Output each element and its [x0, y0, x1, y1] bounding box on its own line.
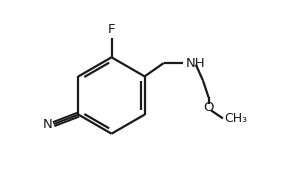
Text: O: O: [203, 101, 214, 114]
Text: N: N: [43, 118, 53, 131]
Text: CH₃: CH₃: [224, 112, 247, 125]
Text: NH: NH: [186, 57, 205, 70]
Text: F: F: [108, 23, 115, 36]
